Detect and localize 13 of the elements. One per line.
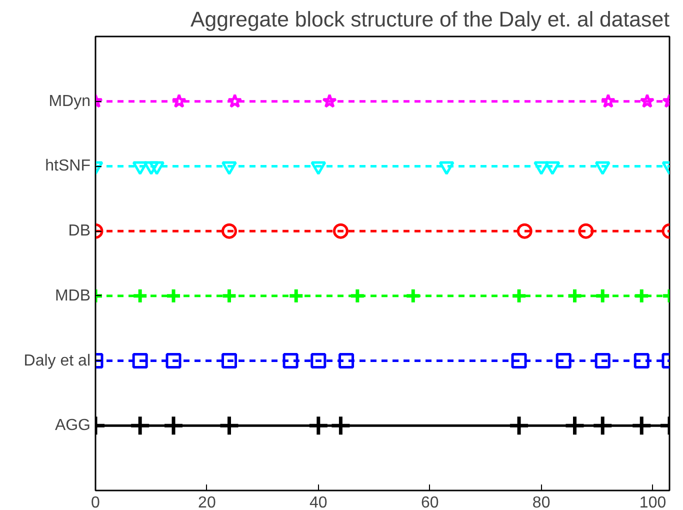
y-tick-label: AGG <box>54 417 90 434</box>
x-tick-label: 0 <box>91 494 100 510</box>
x-tick-label: 60 <box>420 494 439 510</box>
x-tick-label: 100 <box>639 494 666 510</box>
x-tick-label: 80 <box>532 494 550 510</box>
y-tick-label: MDyn <box>48 92 90 110</box>
x-tick-label: 20 <box>198 494 216 510</box>
x-tick-label: 40 <box>310 494 328 510</box>
y-tick-label: MDB <box>54 287 91 304</box>
y-tick-label: htSNF <box>45 158 91 175</box>
chart-title: Aggregate block structure of the Daly et. al dataset <box>190 8 670 32</box>
y-tick-label: Daly et al <box>24 352 91 370</box>
y-tick-label: DB <box>68 222 91 240</box>
